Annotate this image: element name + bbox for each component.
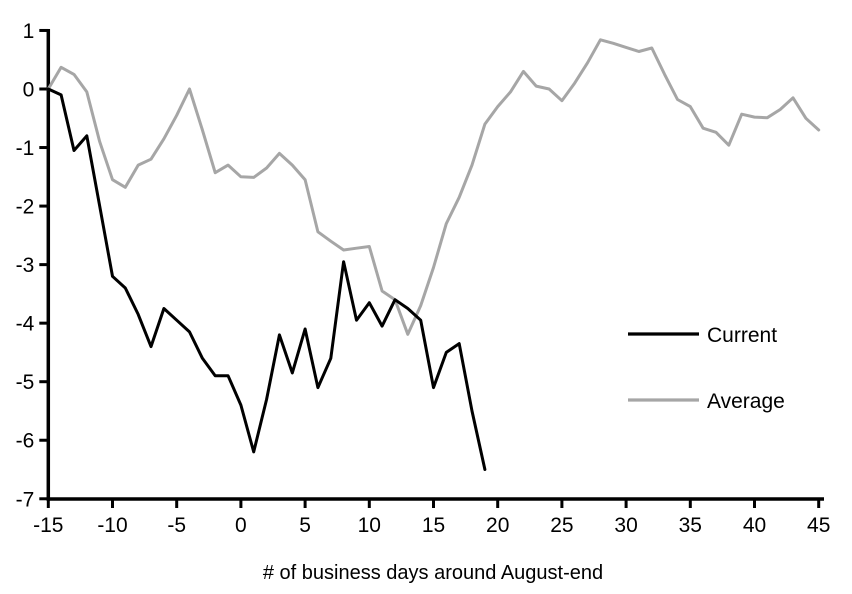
x-tick-label: 40 <box>743 514 766 537</box>
x-tick-label: -10 <box>97 514 127 537</box>
x-tick-label: 45 <box>807 514 830 537</box>
x-tick-label: 35 <box>679 514 702 537</box>
x-tick-label: 0 <box>235 514 247 537</box>
tick-labels: -15 -10 -5 0 5 10 15 20 25 30 35 40 4510-1-2-3-4-5-6… <box>16 20 831 537</box>
x-tick-label: -15 <box>33 514 63 537</box>
x-tick-label: 15 <box>422 514 445 537</box>
legend: Current Average <box>628 324 785 413</box>
y-tick-label: -5 <box>16 371 35 394</box>
tick-marks <box>39 28 821 508</box>
series-line-current <box>46 87 487 471</box>
x-tick-label: -5 <box>167 514 186 537</box>
y-tick-label: -6 <box>16 430 35 453</box>
series-lines <box>46 38 821 471</box>
x-axis-title: # of business days around August-end <box>263 562 603 584</box>
x-tick-label: 20 <box>486 514 509 537</box>
y-tick-label: -4 <box>16 313 35 336</box>
series-line-average <box>46 38 821 336</box>
x-tick-label: 30 <box>614 514 637 537</box>
y-tick-label: -2 <box>16 196 35 219</box>
x-tick-label: 5 <box>299 514 311 537</box>
legend-label-current: Current <box>707 324 777 347</box>
x-tick-label: 10 <box>358 514 381 537</box>
legend-label-average: Average <box>707 390 785 413</box>
y-tick-label: -3 <box>16 254 35 277</box>
y-tick-label: -1 <box>16 137 35 160</box>
y-tick-label: 1 <box>23 20 35 43</box>
y-tick-label: 0 <box>23 79 35 102</box>
y-tick-label: -7 <box>16 488 35 511</box>
x-tick-label: 25 <box>550 514 573 537</box>
